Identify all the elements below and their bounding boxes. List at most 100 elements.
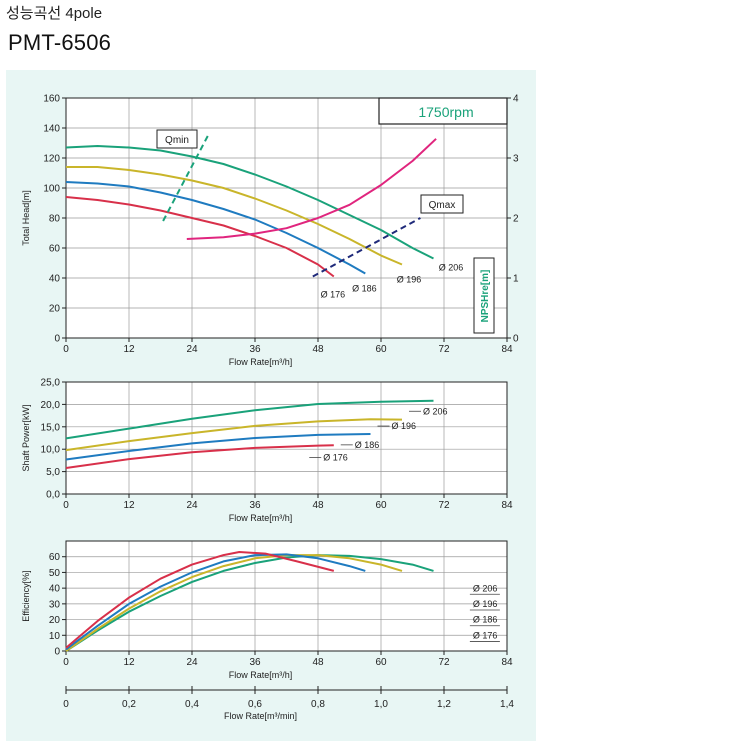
power-y-tick-label: 15,0 — [41, 422, 61, 433]
head-curve-label: Ø 186 — [352, 284, 377, 294]
efficiency-y-tick-label: 20 — [49, 615, 61, 626]
power-x-tick-label: 84 — [501, 500, 513, 511]
efficiency-series-dia-176 — [65, 551, 335, 649]
head-curve-label: Ø 176 — [321, 290, 346, 300]
head-x-tick-label: 72 — [438, 344, 450, 355]
head-series-dia-186 — [65, 181, 366, 275]
efficiency-curve-label: Ø 206 — [473, 583, 498, 593]
flow-m3min-tick-label: 0,6 — [248, 699, 262, 710]
head-y-tick-label: 140 — [43, 124, 60, 135]
power-y-tick-label: 10,0 — [41, 445, 61, 456]
head-y2-tick-label: 4 — [513, 94, 519, 105]
efficiency-x-tick-label: 60 — [375, 657, 387, 668]
flow-m3min-tick-label: 0 — [63, 699, 69, 710]
efficiency-x-tick-label: 24 — [186, 657, 198, 668]
efficiency-x-tick-label: 0 — [63, 657, 69, 668]
efficiency-curve-label: Ø 196 — [473, 599, 498, 609]
head-y2-tick-label: 2 — [513, 214, 519, 225]
power-x-tick-label: 48 — [312, 500, 324, 511]
efficiency-y-tick-label: 10 — [49, 631, 61, 642]
head-y-tick-label: 60 — [49, 244, 61, 255]
title-korean: 성능곡선 — [6, 4, 62, 22]
head-y-tick-label: 0 — [54, 334, 60, 345]
head-series-dia-206 — [65, 145, 434, 260]
power-x-tick-label: 72 — [438, 500, 450, 511]
power-x-tick-label: 12 — [123, 500, 135, 511]
power-y-tick-label: 5,0 — [46, 467, 60, 478]
head-x-tick-label: 12 — [123, 344, 135, 355]
power-curve-label: Ø 176 — [323, 452, 348, 462]
power-x-tick-label: 24 — [186, 500, 198, 511]
qmin-line — [162, 133, 210, 222]
flow-m3min-tick-label: 1,0 — [374, 699, 388, 710]
head-y-tick-label: 40 — [49, 274, 61, 285]
head-x-tick-label: 24 — [186, 344, 198, 355]
power-y-tick-label: 20,0 — [41, 400, 61, 411]
power-x-tick-label: 36 — [249, 500, 261, 511]
power-curve-label: Ø 186 — [355, 440, 380, 450]
head-y-tick-label: 100 — [43, 184, 60, 195]
npshre-label-box — [473, 257, 495, 334]
efficiency-series-dia-206 — [65, 554, 434, 652]
head-x-tick-label: 84 — [501, 344, 513, 355]
power-series-dia-206 — [65, 399, 434, 440]
head-y-tick-label: 20 — [49, 304, 61, 315]
power-x-tick-label: 0 — [63, 500, 69, 511]
power-x-tick-label: 60 — [375, 500, 387, 511]
efficiency-x-tick-label: 48 — [312, 657, 324, 668]
efficiency-curve-label: Ø 176 — [473, 630, 498, 640]
efficiency-y-tick-label: 40 — [49, 584, 61, 595]
flow-m3min-tick-label: 0,4 — [185, 699, 199, 710]
efficiency-y-tick-label: 60 — [49, 552, 61, 563]
head-series-dia-176 — [65, 196, 335, 278]
efficiency-x-tick-label: 36 — [249, 657, 261, 668]
power-y-tick-label: 25,0 — [41, 378, 61, 389]
flow-m3min-tick-label: 0,8 — [311, 699, 325, 710]
head-y-tick-label: 80 — [49, 214, 61, 225]
efficiency-plot-frame — [65, 540, 508, 652]
flow-m3min-axis-label: Flow Rate[m³/min] — [224, 711, 297, 721]
head-x-tick-label: 0 — [63, 344, 69, 355]
efficiency-series-dia-186 — [65, 553, 366, 651]
power-series-dia-186 — [65, 433, 371, 461]
efficiency-y-axis-label: Efficiency[%] — [21, 570, 31, 621]
head-curve-label: Ø 206 — [439, 263, 464, 273]
power-y-axis-label: Shaft Power[kW] — [21, 404, 31, 471]
rpm-label: 1750rpm — [418, 104, 473, 120]
model-name: PMT-6506 — [8, 30, 112, 55]
qmin-label: Qmin — [165, 135, 189, 146]
head-series-dia-196 — [66, 166, 403, 266]
efficiency-curve-label: Ø 186 — [473, 615, 498, 625]
efficiency-x-tick-label: 72 — [438, 657, 450, 668]
head-y2-tick-label: 0 — [513, 334, 519, 345]
page-heading: 성능곡선 4pole — [6, 2, 102, 23]
efficiency-y-tick-label: 50 — [49, 568, 61, 579]
head-x-tick-label: 48 — [312, 344, 324, 355]
qmax-line — [312, 217, 421, 278]
qmax-label-box — [420, 194, 464, 214]
rpm-box — [378, 97, 508, 125]
efficiency-series-dia-196 — [65, 554, 403, 652]
head-y-axis-label: Total Head[m] — [21, 190, 31, 246]
power-curve-label: Ø 206 — [423, 406, 448, 416]
efficiency-x-axis-label: Flow Rate[m³/h] — [229, 670, 293, 680]
head-curve-label: Ø 196 — [397, 275, 422, 285]
efficiency-x-tick-label: 12 — [123, 657, 135, 668]
power-series-dia-176 — [65, 444, 334, 469]
flow-m3min-tick-label: 0,2 — [122, 699, 136, 710]
flow-m3min-tick-label: 1,4 — [500, 699, 514, 710]
power-curve-label: Ø 196 — [392, 421, 417, 431]
qmax-label: Qmax — [429, 200, 456, 211]
head-y2-tick-label: 1 — [513, 274, 519, 285]
head-y2-tick-label: 3 — [513, 154, 519, 165]
head-y-tick-label: 160 — [43, 94, 60, 105]
efficiency-x-tick-label: 84 — [501, 657, 513, 668]
flow-m3min-tick-label: 1,2 — [437, 699, 451, 710]
head-y-tick-label: 120 — [43, 154, 60, 165]
npshre-axis-label: NPSHre[m] — [480, 270, 491, 323]
power-y-tick-label: 0,0 — [46, 490, 60, 501]
qmin-label-box — [156, 129, 198, 149]
head-x-tick-label: 36 — [249, 344, 261, 355]
power-x-axis-label: Flow Rate[m³/h] — [229, 513, 293, 523]
head-x-axis-label: Flow Rate[m³/h] — [229, 357, 293, 367]
